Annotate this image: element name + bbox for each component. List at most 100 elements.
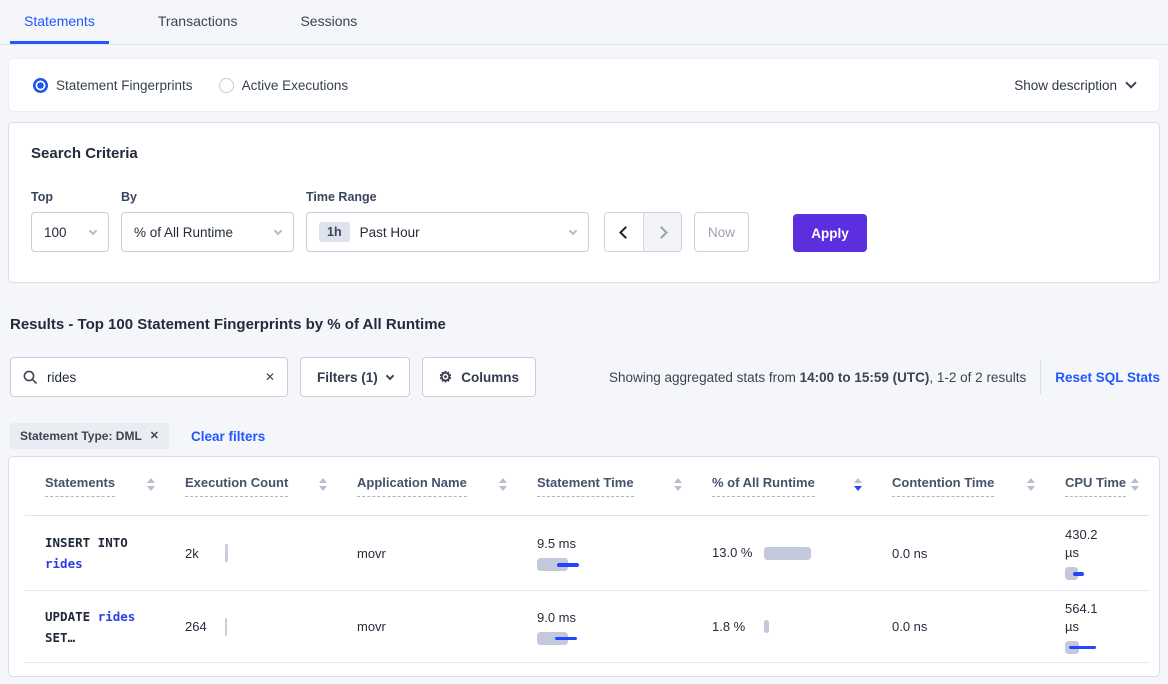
column-header-label: Execution Count — [185, 475, 289, 497]
remove-filter-icon[interactable]: ✕ — [149, 429, 160, 442]
tab-transactions[interactable]: Transactions — [144, 0, 252, 44]
column-header-label: Statement Time — [537, 475, 634, 497]
cpu-time-cell: 430.2 µs — [1045, 526, 1149, 580]
next-time-range-button[interactable] — [643, 213, 681, 251]
column-header-contention-time[interactable]: Contention Time — [872, 475, 1045, 497]
previous-time-range-button[interactable] — [605, 213, 643, 251]
search-criteria-fields: Top 100 By % of All Runtime Time Range 1… — [31, 190, 1137, 252]
filter-chip-label: Statement Type: DML — [20, 429, 142, 443]
sort-icon — [147, 477, 155, 491]
columns-button[interactable]: ⚙ Columns — [421, 357, 536, 397]
statement-time-cell: 9.0 ms — [517, 609, 692, 645]
time-range-field: Time Range 1h Past Hour — [306, 190, 589, 252]
tab-sessions-label: Sessions — [300, 13, 358, 29]
column-header-cpu-time[interactable]: CPU Time — [1045, 475, 1149, 497]
mean-bar — [537, 558, 568, 571]
statement-fingerprint-link[interactable]: rides — [97, 608, 136, 624]
column-header-execution-count[interactable]: Execution Count — [165, 475, 337, 497]
table-row[interactable]: UPDATE rides SET… 264 movr 9.0 ms 1.8 % … — [25, 591, 1149, 663]
statement-cell: INSERT INTO rides — [25, 532, 165, 574]
show-description-label: Show description — [1014, 77, 1117, 93]
table-header-row: Statements Execution Count Application N… — [25, 457, 1149, 516]
tab-statements-label: Statements — [24, 13, 95, 29]
column-header-label: Contention Time — [892, 475, 995, 497]
runtime-pct-bar — [764, 620, 769, 633]
tab-bar: Statements Transactions Sessions — [0, 0, 1168, 45]
radio-selected-icon — [33, 77, 48, 93]
stddev-line — [1073, 572, 1084, 576]
cpu-time-cell: 564.1 µs — [1045, 600, 1149, 654]
chevron-left-icon — [619, 225, 632, 239]
cpu-time-bar — [1065, 567, 1125, 580]
active-filters-row: Statement Type: DML ✕ Clear filters — [10, 423, 1160, 449]
view-mode-radio-group: Statement Fingerprints Active Executions — [33, 77, 349, 93]
statement-time-bar — [537, 558, 597, 571]
radio-unselected-icon — [218, 77, 234, 93]
radio-statement-fingerprints-label: Statement Fingerprints — [56, 77, 193, 93]
time-range-label: Time Range — [306, 190, 377, 204]
top-select[interactable]: 100 — [31, 212, 109, 252]
table-row[interactable]: INSERT INTO rides 2k movr 9.5 ms 13.0 % … — [25, 516, 1149, 591]
runtime-pct-value: 1.8 % — [712, 618, 746, 634]
stats-info-prefix: Showing aggregated stats from — [609, 369, 800, 385]
time-range-pager — [604, 212, 682, 252]
by-select[interactable]: % of All Runtime — [121, 212, 294, 252]
sort-icon — [1131, 477, 1139, 491]
radio-active-executions[interactable]: Active Executions — [218, 77, 349, 93]
clear-search-icon[interactable]: ✕ — [264, 370, 275, 384]
application-name-cell: movr — [337, 619, 517, 634]
sort-icon — [674, 477, 682, 491]
search-icon — [23, 370, 37, 384]
runtime-pct-cell: 13.0 % — [692, 544, 872, 562]
stddev-line — [1069, 645, 1096, 649]
tab-transactions-label: Transactions — [157, 13, 238, 29]
apply-button[interactable]: Apply — [793, 214, 867, 252]
radio-active-executions-label: Active Executions — [241, 77, 349, 93]
search-input[interactable] — [47, 369, 255, 385]
column-header-statements[interactable]: Statements — [25, 475, 165, 497]
now-button[interactable]: Now — [694, 212, 749, 252]
chevron-down-icon — [88, 226, 98, 236]
column-header-application-name[interactable]: Application Name — [337, 475, 517, 497]
top-field: Top 100 — [31, 190, 109, 252]
stats-info-suffix: , 1-2 of 2 results — [929, 369, 1027, 385]
application-name-cell: movr — [337, 546, 517, 561]
radio-statement-fingerprints[interactable]: Statement Fingerprints — [33, 77, 193, 93]
statement-fingerprint-link[interactable]: rides — [45, 556, 83, 571]
sort-icon — [499, 477, 507, 491]
columns-button-label: Columns — [461, 369, 519, 385]
time-range-select[interactable]: 1h Past Hour — [306, 212, 589, 252]
column-header-statement-time[interactable]: Statement Time — [517, 475, 692, 497]
contention-time-cell: 0.0 ns — [872, 619, 1045, 634]
mean-bar — [537, 631, 568, 645]
clear-filters-link[interactable]: Clear filters — [191, 428, 266, 444]
tab-statements[interactable]: Statements — [10, 0, 109, 44]
runtime-pct-value: 13.0 % — [712, 545, 753, 560]
application-name-value: movr — [357, 619, 386, 634]
runtime-pct-cell: 1.8 % — [692, 618, 872, 636]
tab-sessions[interactable]: Sessions — [286, 0, 371, 44]
by-label: By — [121, 190, 137, 204]
cpu-time-value: 430.2 µs — [1065, 527, 1098, 560]
contention-time-cell: 0.0 ns — [872, 546, 1045, 561]
cpu-time-value: 564.1 µs — [1065, 600, 1098, 634]
filters-button-label: Filters (1) — [317, 369, 378, 385]
column-header-runtime-pct[interactable]: % of All Runtime — [692, 475, 872, 497]
filters-button[interactable]: Filters (1) — [300, 357, 410, 397]
reset-sql-stats-link[interactable]: Reset SQL Stats — [1055, 369, 1160, 385]
by-select-value: % of All Runtime — [134, 224, 234, 240]
stddev-line — [557, 563, 579, 567]
show-description-toggle[interactable]: Show description — [1014, 77, 1137, 93]
statement-cell: UPDATE rides SET… — [25, 606, 165, 648]
chevron-down-icon — [385, 371, 395, 381]
chevron-down-icon — [568, 226, 578, 236]
chevron-down-icon — [1125, 77, 1137, 89]
sort-icon — [1027, 477, 1035, 491]
application-name-value: movr — [357, 545, 386, 561]
chevron-right-icon — [654, 225, 668, 239]
contention-time-value: 0.0 ns — [892, 545, 928, 561]
top-label: Top — [31, 190, 53, 204]
column-header-label: Application Name — [357, 475, 467, 497]
gear-icon: ⚙ — [438, 368, 453, 386]
filter-chip-statement-type[interactable]: Statement Type: DML ✕ — [10, 423, 170, 449]
